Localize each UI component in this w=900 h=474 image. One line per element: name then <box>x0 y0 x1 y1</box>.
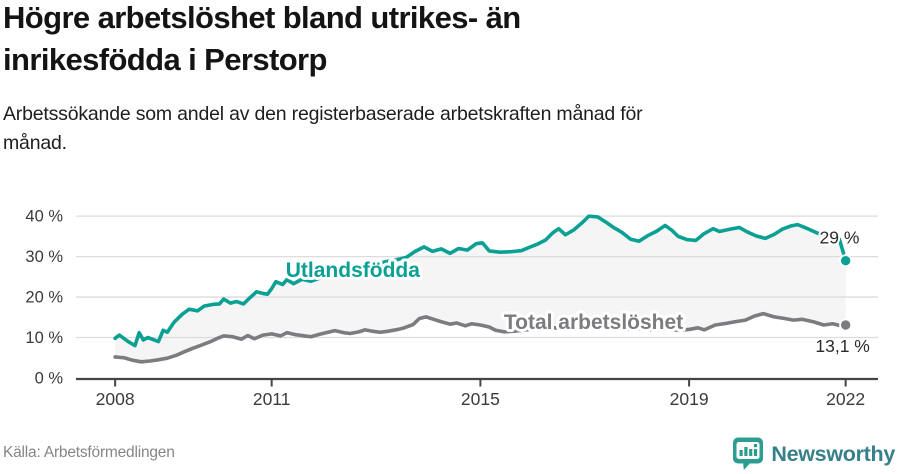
x-tick-label: 2015 <box>461 389 500 409</box>
series-line-1 <box>113 311 848 364</box>
source-note: Källa: Arbetsförmedlingen <box>3 444 175 461</box>
chart-subtitle-line-2: månad. <box>3 132 67 154</box>
y-tick-label: 20 % <box>25 289 63 307</box>
x-tick-label: 2019 <box>670 389 709 409</box>
badge-bar-chart-glyph <box>739 444 758 456</box>
newsworthy-badge-icon <box>733 437 764 470</box>
chart-title: Högre arbetslöshet bland utrikes- än inr… <box>3 0 521 81</box>
newsworthy-logo: Newsworthy <box>732 437 895 471</box>
chart-subtitle-line-1: Arbetssökande som andel av den registerb… <box>3 103 643 125</box>
series-line-0 <box>113 214 848 348</box>
series-name-label-1: Total arbetslöshet <box>504 311 683 334</box>
series-end-value-label-1: 13,1 % <box>815 336 869 356</box>
series-gap-band <box>115 216 846 362</box>
chart-subtitle: Arbetssökande som andel av den registerb… <box>3 100 643 158</box>
series-end-dot-0 <box>839 254 853 268</box>
y-tick-label: 0 % <box>35 370 64 388</box>
x-tick-label: 2011 <box>253 389 291 409</box>
y-tick-label: 30 % <box>25 248 63 266</box>
y-tick-label: 40 % <box>25 208 63 226</box>
chart-title-line-1: Högre arbetslöshet bland utrikes- än <box>3 0 521 35</box>
series-end-value-label-0: 29 % <box>820 227 860 247</box>
chart-title-line-2: inrikesfödda i Perstorp <box>3 42 327 77</box>
series-end-dot-1 <box>839 318 853 332</box>
x-tick-label: 2022 <box>826 389 865 409</box>
series-name-label-0: Utlandsfödda <box>286 259 420 282</box>
y-tick-label: 10 % <box>25 329 63 347</box>
x-tick-label: 2008 <box>96 389 135 409</box>
newsworthy-wordmark: Newsworthy <box>771 441 895 466</box>
